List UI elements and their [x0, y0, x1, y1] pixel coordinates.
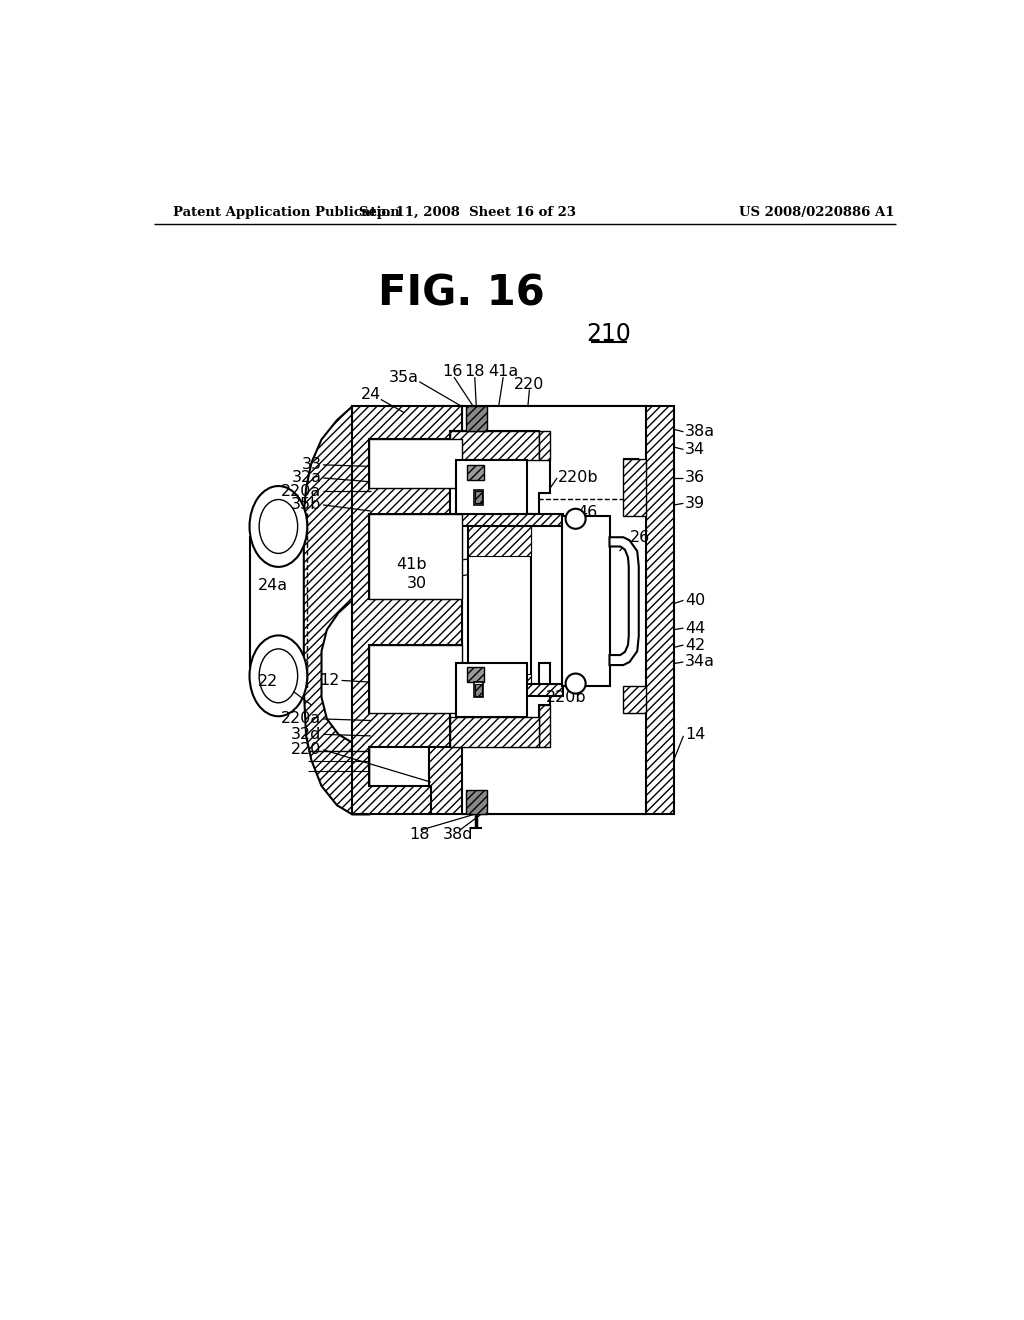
Text: 220b: 220b	[547, 690, 587, 705]
Polygon shape	[609, 537, 639, 665]
Text: 16: 16	[442, 364, 463, 379]
Bar	[457, 663, 527, 717]
Text: 34a: 34a	[685, 655, 715, 669]
Text: 14: 14	[685, 727, 706, 742]
Polygon shape	[562, 516, 609, 686]
Text: 44: 44	[685, 620, 706, 636]
Text: 26: 26	[630, 529, 650, 545]
Polygon shape	[451, 663, 550, 747]
Polygon shape	[370, 645, 462, 713]
Bar	[467, 465, 484, 480]
Text: Patent Application Publication: Patent Application Publication	[173, 206, 399, 219]
Ellipse shape	[250, 635, 307, 717]
Polygon shape	[624, 459, 646, 516]
Text: 12: 12	[319, 673, 340, 688]
Text: 38d: 38d	[442, 826, 473, 842]
Bar	[474, 682, 483, 697]
Text: 18: 18	[465, 364, 485, 379]
Text: 39: 39	[685, 496, 706, 511]
Text: 32d: 32d	[291, 727, 322, 742]
Bar	[466, 407, 487, 430]
Polygon shape	[370, 440, 462, 488]
Bar	[474, 490, 483, 504]
Circle shape	[565, 508, 586, 529]
Text: 210: 210	[587, 322, 631, 346]
Polygon shape	[451, 684, 563, 696]
Ellipse shape	[250, 486, 307, 566]
Polygon shape	[539, 430, 550, 461]
Text: 34: 34	[685, 442, 706, 457]
Text: Sep. 11, 2008  Sheet 16 of 23: Sep. 11, 2008 Sheet 16 of 23	[359, 206, 577, 219]
Bar	[475, 491, 482, 503]
Polygon shape	[451, 515, 563, 527]
Polygon shape	[539, 705, 550, 747]
Polygon shape	[624, 686, 646, 713]
Bar	[467, 667, 484, 682]
Polygon shape	[468, 515, 531, 717]
Text: 36: 36	[685, 470, 706, 486]
Text: 220: 220	[291, 742, 322, 758]
Polygon shape	[451, 430, 539, 461]
Polygon shape	[468, 675, 531, 717]
Text: FIG. 16: FIG. 16	[378, 272, 545, 314]
Text: 35b: 35b	[291, 498, 322, 512]
Text: 41a: 41a	[488, 364, 518, 379]
Bar	[466, 789, 487, 814]
Text: 46: 46	[578, 506, 597, 520]
Ellipse shape	[259, 649, 298, 702]
Polygon shape	[370, 515, 462, 599]
Text: 24a: 24a	[258, 578, 288, 593]
Polygon shape	[352, 407, 462, 814]
Text: 38a: 38a	[685, 424, 715, 440]
Ellipse shape	[259, 499, 298, 553]
Text: US 2008/0220886 A1: US 2008/0220886 A1	[739, 206, 894, 219]
Text: 35a: 35a	[389, 371, 419, 385]
Polygon shape	[462, 407, 646, 814]
Text: 33: 33	[301, 457, 322, 473]
Text: 18: 18	[409, 826, 429, 842]
Text: 220b: 220b	[558, 470, 599, 486]
Bar	[429, 407, 674, 814]
Text: 41b: 41b	[396, 557, 427, 573]
Text: 40: 40	[685, 593, 706, 609]
Text: 42: 42	[685, 638, 706, 652]
Polygon shape	[304, 407, 370, 814]
Text: 24: 24	[360, 387, 381, 403]
Text: 32a: 32a	[292, 470, 322, 486]
Circle shape	[565, 673, 586, 693]
Text: 46: 46	[569, 673, 590, 688]
Bar	[475, 684, 482, 696]
Text: 30: 30	[407, 576, 427, 591]
Polygon shape	[451, 430, 550, 520]
Text: 220: 220	[514, 378, 545, 392]
Polygon shape	[451, 717, 539, 747]
Text: 220a: 220a	[282, 483, 322, 499]
Bar	[457, 461, 527, 513]
Text: 22: 22	[258, 675, 279, 689]
Polygon shape	[468, 515, 531, 557]
Text: 220a: 220a	[282, 711, 322, 726]
